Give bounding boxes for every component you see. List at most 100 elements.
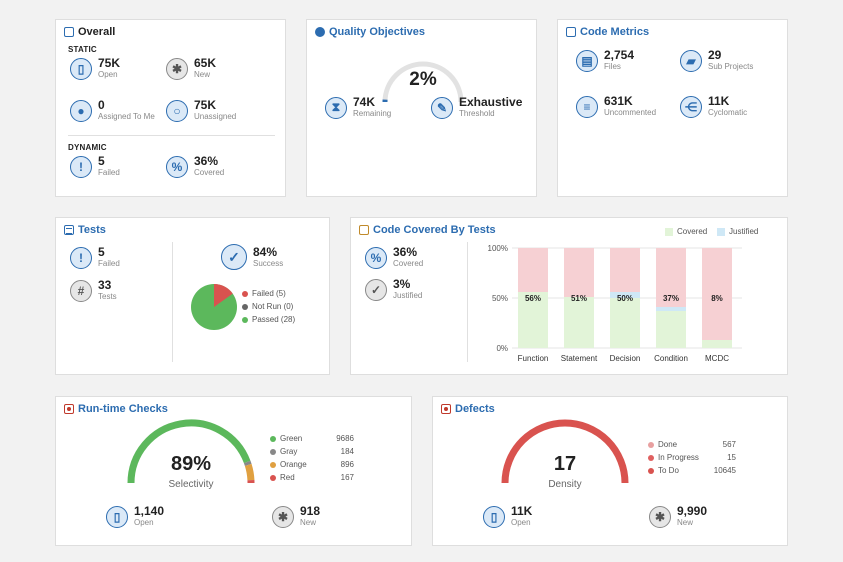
overall-covered-metric[interactable]: % 36% Covered <box>166 155 224 178</box>
tests-divider <box>172 242 173 362</box>
bar-uncovered[interactable] <box>656 248 686 307</box>
legend-dot-failed <box>242 290 248 297</box>
runtime-legend-green: Green 9686 <box>270 434 354 443</box>
dynamic-section-label: DYNAMIC <box>68 143 107 152</box>
runtime-checks-panel: Run-time Checks 89% Selectivity Green 968… <box>55 396 412 546</box>
bar-covered[interactable] <box>610 298 640 348</box>
runtime-open-metric[interactable]: ▯ 1,140 Open <box>106 505 164 528</box>
file-icon: ▤ <box>576 49 598 72</box>
tests-count-metric[interactable]: # 33 Tests <box>70 279 117 302</box>
x-tick-label: MCDC <box>705 354 729 363</box>
bar-uncovered[interactable] <box>564 248 594 297</box>
defects-value: 17 <box>553 453 577 475</box>
bar-uncovered[interactable] <box>610 248 640 292</box>
overall-failed-metric[interactable]: ! 5 Failed <box>70 155 120 178</box>
exclamation-icon: ! <box>70 155 92 178</box>
cyclomatic-metric[interactable]: ⋲ 11K Cyclomatic <box>680 95 747 118</box>
overall-assigned-metric[interactable]: ● 0 Assigned To Me <box>70 99 155 122</box>
runtime-legend-orange: Orange 896 <box>270 460 354 469</box>
open-issue-icon: ▯ <box>70 57 92 80</box>
new-asterisk-icon: ✱ <box>649 505 671 528</box>
runtime-legend-gray: Gray 184 <box>270 447 354 456</box>
defects-density-label: Density <box>548 479 582 490</box>
coverage-panel: Code Covered By Tests % 36% Covered ✓ 3% J… <box>350 217 788 375</box>
bar-data-label: 50% <box>617 294 633 303</box>
defects-gauge <box>501 419 629 484</box>
legend-justified: Justified <box>717 227 758 236</box>
open-issue-icon: ▯ <box>483 505 505 528</box>
user-outline-icon: ○ <box>166 99 188 122</box>
y-tick-label: 50% <box>492 294 508 303</box>
percent-icon: % <box>365 246 387 269</box>
bar-covered[interactable] <box>656 311 686 348</box>
bar-covered[interactable] <box>564 297 594 348</box>
tests-success-metric[interactable]: ✓ 84% Success <box>221 244 283 270</box>
tests-panel: Tests ! 5 Failed # 33 Tests ✓ 84% Success F… <box>55 217 330 375</box>
uncommented-metric[interactable]: ≡ 631K Uncommented <box>576 95 656 118</box>
threshold-metric[interactable]: ✎ Exhaustive Threshold <box>431 96 522 119</box>
tests-title: Tests <box>64 224 106 236</box>
quality-objectives-panel: Quality Objectives 2% ⧗ 74K Remaining ✎ E… <box>306 19 537 197</box>
bar-covered[interactable] <box>518 292 548 348</box>
new-asterisk-icon: ✱ <box>272 505 294 528</box>
pie-slice-failed <box>214 284 233 307</box>
sub-projects-metric[interactable]: ▰ 29 Sub Projects <box>680 49 753 72</box>
defects-legend-done: Done 567 <box>648 440 736 449</box>
legend-dot-todo <box>648 467 654 474</box>
legend-covered: Covered <box>665 227 707 236</box>
bar-justified[interactable] <box>656 307 686 311</box>
folder-icon: ▰ <box>680 49 702 72</box>
overall-panel-icon <box>64 27 74 37</box>
coverage-covered-metric[interactable]: % 36% Covered <box>365 246 423 269</box>
wrench-icon: ✎ <box>431 96 453 119</box>
quality-gauge-track <box>382 61 464 102</box>
bar-covered[interactable] <box>702 340 732 348</box>
coverage-justified-metric[interactable]: ✓ 3% Justified <box>365 278 422 301</box>
legend-dot-done <box>648 441 654 448</box>
defects-title: Defects <box>441 403 495 415</box>
bar-justified[interactable] <box>610 292 640 298</box>
overall-title: Overall <box>64 26 115 38</box>
overall-unassigned-metric[interactable]: ○ 75K Unassigned <box>166 99 236 122</box>
runtime-gauge-green <box>127 419 251 484</box>
tests-legend-failed: Failed (5) <box>242 289 286 298</box>
open-issue-icon: ▯ <box>106 505 128 528</box>
tests-legend-passed: Passed (28) <box>242 315 295 324</box>
runtime-gauge-gray <box>243 460 252 467</box>
bar-uncovered[interactable] <box>518 248 548 292</box>
defects-new-metric[interactable]: ✱ 9,990 New <box>649 505 707 528</box>
overall-new-metric[interactable]: ✱ 65K New <box>166 57 216 80</box>
runtime-new-metric[interactable]: ✱ 918 New <box>272 505 320 528</box>
overall-open-metric[interactable]: ▯ 75K Open <box>70 57 120 80</box>
checklist-icon <box>64 225 74 235</box>
legend-dot-red <box>270 474 276 481</box>
tests-failed-metric[interactable]: ! 5 Failed <box>70 246 120 269</box>
list-icon: ≡ <box>576 95 598 118</box>
files-metric[interactable]: ▤ 2,754 Files <box>576 49 634 72</box>
coverage-title: Code Covered By Tests <box>359 224 496 236</box>
legend-dot-notrun <box>242 303 248 310</box>
static-section-label: STATIC <box>68 45 97 54</box>
runtime-gauge <box>127 419 255 484</box>
tests-legend-notrun: Not Run (0) <box>242 302 293 311</box>
remaining-metric[interactable]: ⧗ 74K Remaining <box>325 96 391 119</box>
new-asterisk-icon: ✱ <box>166 57 188 80</box>
runtime-icon <box>64 404 74 414</box>
defects-legend-inprogress: In Progress 15 <box>648 453 736 462</box>
legend-swatch-justified <box>717 227 725 236</box>
defects-gauge-arc <box>501 419 629 484</box>
percent-icon: % <box>166 155 188 178</box>
x-tick-label: Function <box>518 354 549 363</box>
tests-pie-chart <box>191 284 237 330</box>
legend-dot-orange <box>270 461 276 468</box>
defects-legend-todo: To Do 10645 <box>648 466 736 475</box>
bar-uncovered[interactable] <box>702 248 732 340</box>
coverage-bar-chart: 0% 50% 100% 56% Function 51% Statement 50% Decis… <box>488 244 742 363</box>
defects-open-metric[interactable]: ▯ 11K Open <box>483 505 532 528</box>
bar-data-label: 56% <box>525 294 541 303</box>
runtime-gauge-orange <box>244 463 255 481</box>
code-metrics-panel: Code Metrics ▤ 2,754 Files ▰ 29 Sub Projec… <box>557 19 788 197</box>
quality-gauge <box>382 61 464 102</box>
user-icon: ● <box>70 99 92 122</box>
bar-data-label: 37% <box>663 294 679 303</box>
